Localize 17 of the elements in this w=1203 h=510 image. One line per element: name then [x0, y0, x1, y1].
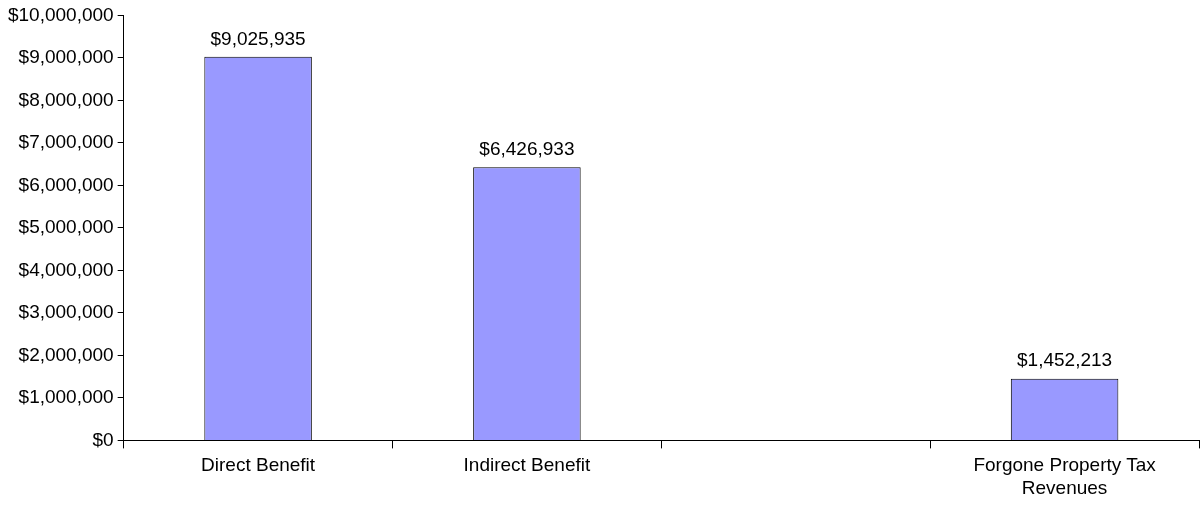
y-tick-label: $5,000,000 [18, 216, 114, 238]
data-label: $1,452,213 [1017, 349, 1113, 371]
y-tick-label: $10,000,000 [7, 3, 114, 25]
data-label: $6,426,933 [479, 137, 575, 159]
y-tick-label: $8,000,000 [18, 88, 114, 110]
y-tick-label: $0 [92, 428, 114, 450]
y-tick-label: $2,000,000 [18, 343, 114, 365]
y-tick-label: $7,000,000 [18, 131, 114, 153]
y-tick-label: $1,000,000 [18, 386, 114, 408]
y-tick-label: $9,000,000 [18, 46, 114, 68]
data-label: $9,025,935 [210, 27, 306, 49]
y-tick-label: $3,000,000 [18, 301, 114, 323]
y-tick-label: $6,000,000 [18, 173, 114, 195]
x-tick-label: Indirect Benefit [463, 454, 591, 476]
x-tick-label: Direct Benefit [201, 454, 316, 476]
y-tick-label: $4,000,000 [18, 258, 114, 280]
x-tick-label: Forgone Property Tax Revenues [973, 454, 1157, 498]
